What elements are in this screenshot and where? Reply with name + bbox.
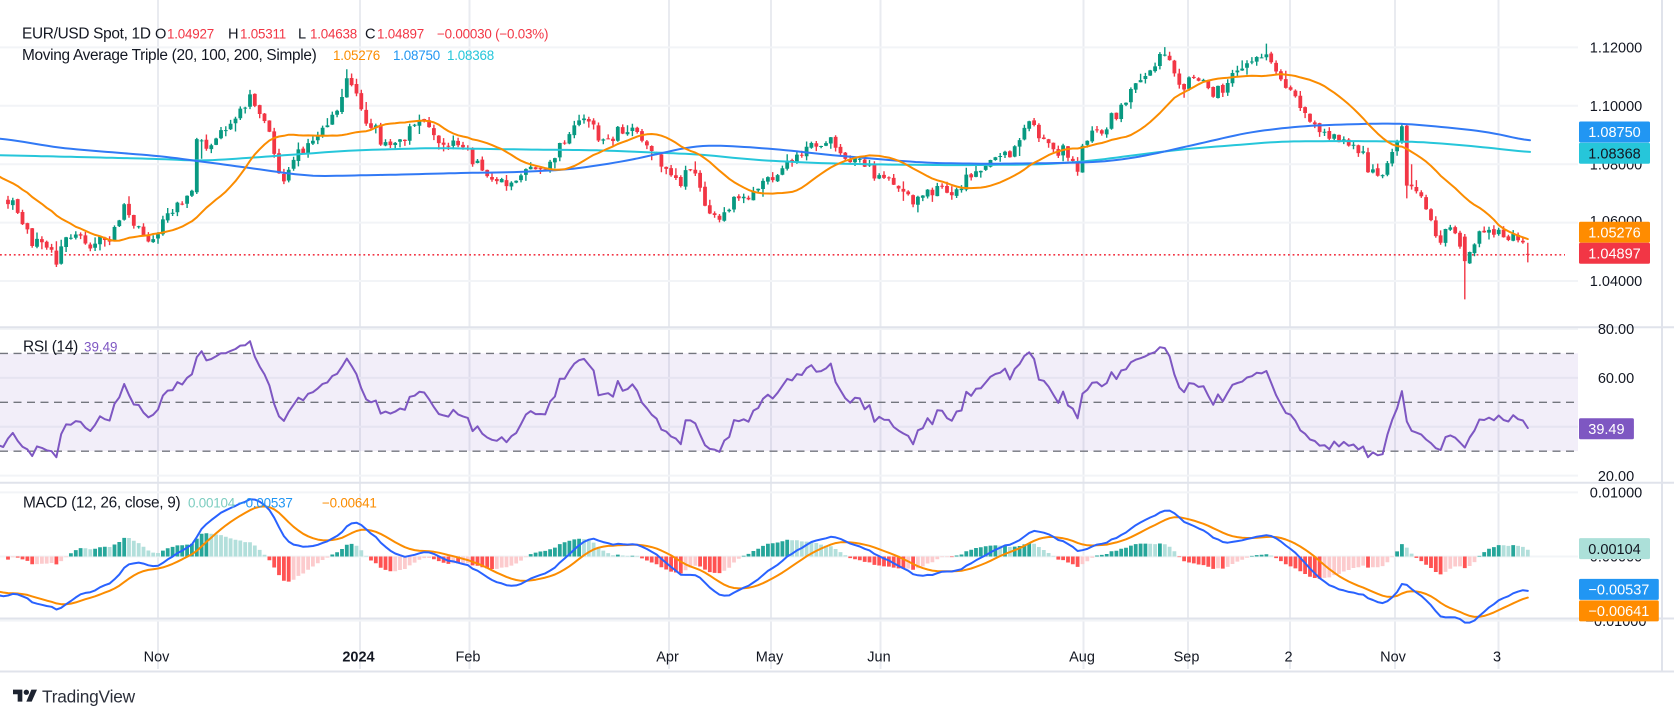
svg-text:3: 3 — [1493, 650, 1501, 666]
svg-text:−0.00641: −0.00641 — [322, 496, 377, 511]
svg-text:Nov: Nov — [144, 650, 171, 666]
svg-text:1.05276: 1.05276 — [1588, 226, 1640, 242]
svg-text:0.00104: 0.00104 — [1588, 542, 1640, 558]
svg-text:Aug: Aug — [1069, 650, 1095, 666]
svg-text:C: C — [365, 27, 376, 43]
svg-text:0.00104: 0.00104 — [188, 496, 236, 511]
svg-text:1.08750: 1.08750 — [393, 48, 440, 63]
svg-text:1.12000: 1.12000 — [1590, 41, 1642, 57]
svg-text:1.10000: 1.10000 — [1590, 99, 1642, 115]
svg-text:20.00: 20.00 — [1598, 469, 1634, 485]
svg-text:L: L — [298, 27, 306, 43]
svg-text:1.08750: 1.08750 — [1588, 125, 1640, 141]
svg-text:2: 2 — [1284, 650, 1292, 666]
svg-text:MACD (12, 26, close, 9): MACD (12, 26, close, 9) — [23, 495, 180, 512]
svg-text:1.05311: 1.05311 — [240, 27, 286, 42]
svg-text:1.04897: 1.04897 — [377, 27, 424, 42]
svg-text:0.01000: 0.01000 — [1590, 486, 1642, 502]
svg-text:−0.00030 (−0.03%): −0.00030 (−0.03%) — [437, 27, 548, 42]
svg-text:1.04000: 1.04000 — [1590, 274, 1642, 290]
svg-text:1.08368: 1.08368 — [447, 48, 494, 63]
svg-text:60.00: 60.00 — [1598, 371, 1634, 387]
svg-text:1.08368: 1.08368 — [1588, 147, 1640, 163]
svg-text:TradingView: TradingView — [42, 687, 136, 707]
svg-text:RSI (14): RSI (14) — [23, 339, 78, 356]
svg-text:−0.00537: −0.00537 — [1588, 583, 1649, 599]
svg-text:1.04927: 1.04927 — [167, 27, 214, 42]
svg-text:Apr: Apr — [656, 650, 679, 666]
svg-text:1.05276: 1.05276 — [333, 48, 380, 63]
svg-text:−0.00641: −0.00641 — [1588, 604, 1649, 620]
svg-text:Moving Average Triple (20, 100: Moving Average Triple (20, 100, 200, Sim… — [22, 47, 317, 64]
svg-text:Jun: Jun — [867, 650, 890, 666]
svg-text:Feb: Feb — [456, 650, 481, 666]
svg-text:39.49: 39.49 — [84, 340, 118, 355]
svg-text:1.04897: 1.04897 — [1588, 246, 1640, 262]
svg-text:May: May — [756, 650, 784, 666]
svg-text:−0.00537: −0.00537 — [238, 496, 293, 511]
svg-text:O: O — [155, 27, 166, 43]
svg-text:Nov: Nov — [1380, 650, 1407, 666]
svg-text:Sep: Sep — [1174, 650, 1200, 666]
svg-text:H: H — [228, 27, 239, 43]
svg-text:1.04638: 1.04638 — [310, 27, 357, 42]
svg-text:2024: 2024 — [342, 650, 374, 666]
svg-text:39.49: 39.49 — [1588, 422, 1624, 438]
svg-text:EUR/USD Spot, 1D: EUR/USD Spot, 1D — [22, 26, 151, 43]
svg-text:80.00: 80.00 — [1598, 322, 1634, 338]
